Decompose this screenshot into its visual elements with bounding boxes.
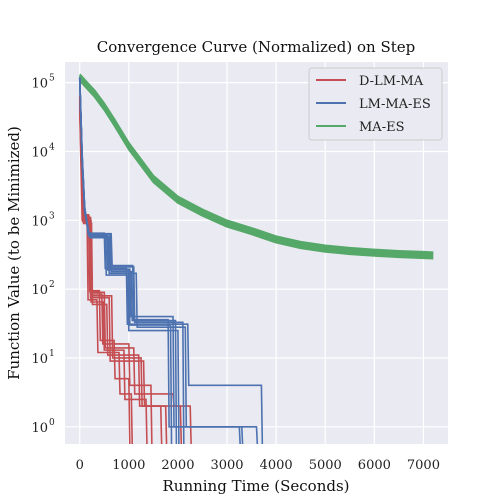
y-tick-label: 10 [31,421,48,436]
legend: D-LM-MA LM-MA-ES MA-ES [308,67,443,141]
legend-box [308,67,443,141]
chart-title: Convergence Curve (Normalized) on Step [97,38,416,56]
x-tick-label: 2000 [161,458,194,473]
x-tick-label: 7000 [407,458,440,473]
legend-label-lm-ma-es: LM-MA-ES [359,97,431,112]
x-tick-labels: 0 1000 2000 3000 4000 5000 6000 7000 [76,458,440,473]
x-tick-label: 3000 [210,458,243,473]
y-tick-exponent: 0 [49,418,55,428]
y-tick-label: 10 [31,283,48,298]
series-ma-es-run-5 [78,73,434,254]
legend-label-ma-es: MA-ES [359,120,405,135]
y-tick-label: 10 [31,352,48,367]
series-layer [78,73,434,444]
x-tick-label: 6000 [358,458,391,473]
y-tick-exponent: 1 [49,349,55,359]
y-tick-exponent: 4 [49,142,55,152]
x-axis-label: Running Time (Seconds) [162,477,349,495]
y-tick-label: 10 [31,214,48,229]
y-tick-exponent: 3 [49,211,55,221]
x-tick-label: 0 [76,458,84,473]
x-tick-label: 5000 [309,458,342,473]
x-tick-label: 1000 [112,458,145,473]
y-tick-exponent: 5 [49,74,55,84]
x-tick-label: 4000 [260,458,293,473]
series-lm-ma-es-run-8 [78,77,259,444]
legend-label-d-lm-ma: D-LM-MA [359,74,424,89]
y-axis-label: Function Value (to be Minimized) [5,126,23,380]
y-tick-label: 10 [31,145,48,160]
y-tick-label: 10 [31,77,48,92]
y-tick-exponent: 2 [49,280,55,290]
